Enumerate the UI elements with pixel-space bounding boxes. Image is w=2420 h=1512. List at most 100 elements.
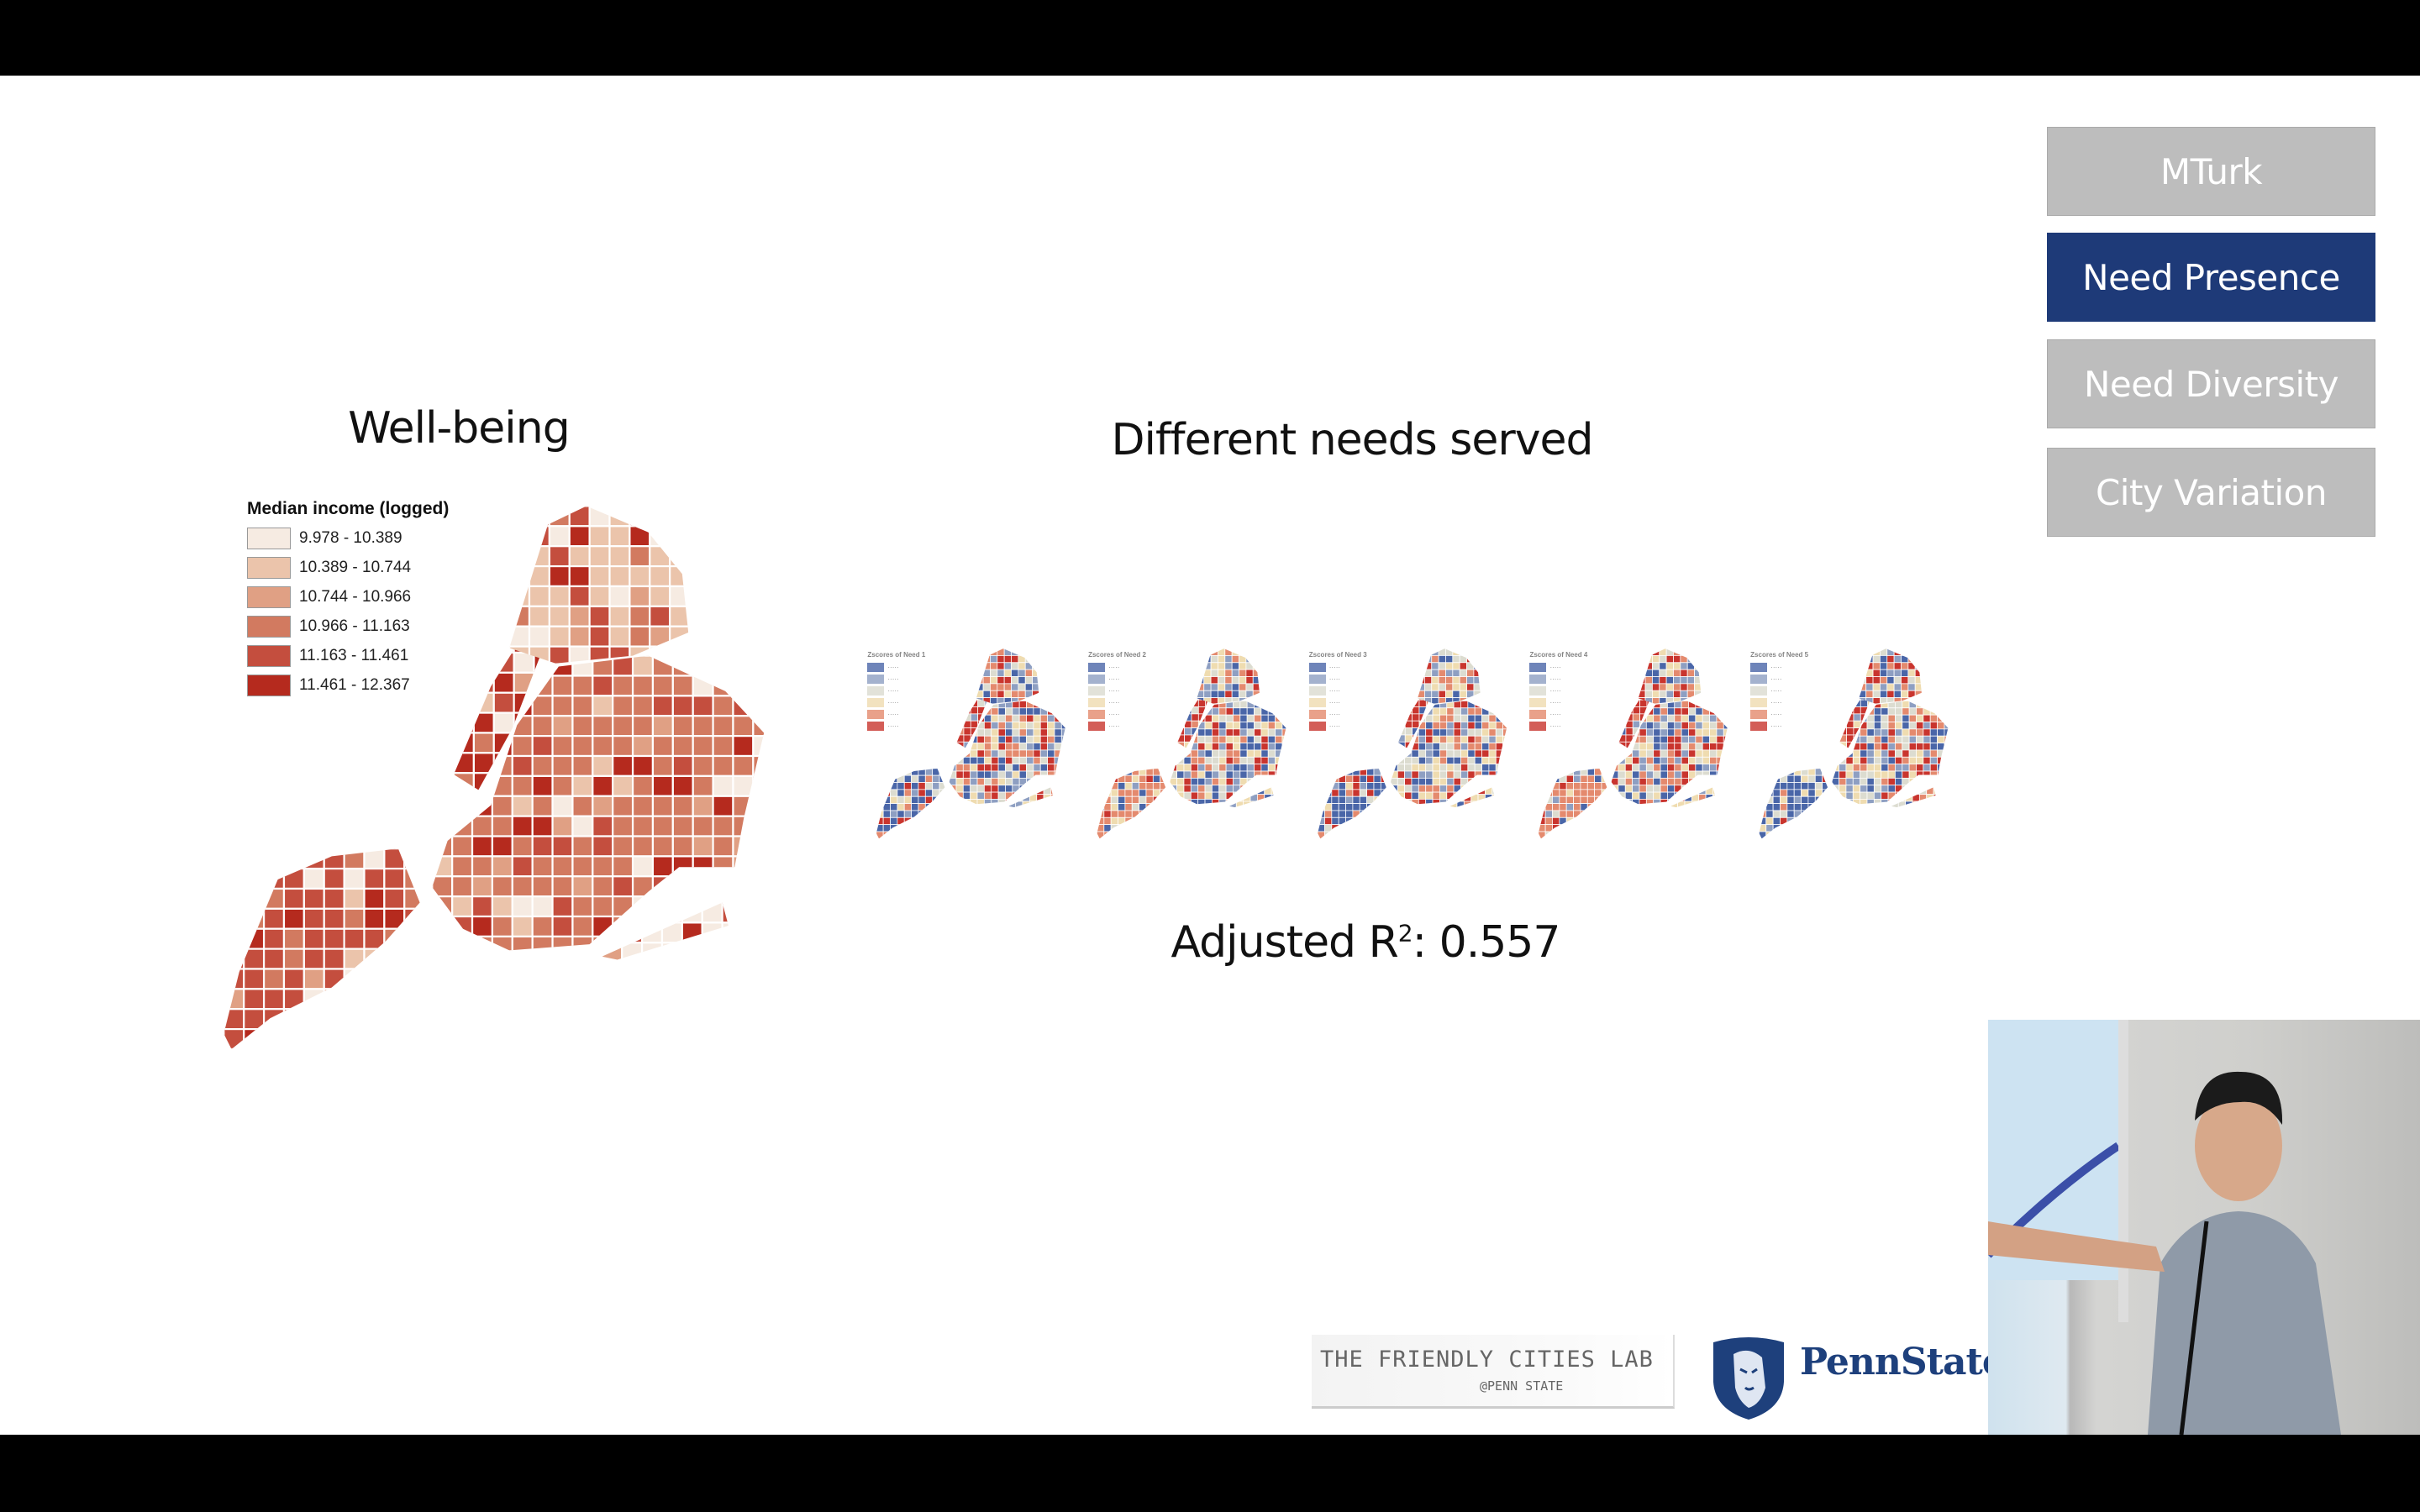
tract [383, 867, 406, 890]
tract [997, 707, 1006, 716]
tract [1145, 782, 1154, 790]
tract [1380, 768, 1386, 776]
tract [1103, 831, 1112, 839]
tract [977, 699, 986, 707]
tract [224, 848, 245, 870]
tract [1012, 764, 1020, 772]
tract [1033, 735, 1041, 743]
nav-need-presence[interactable]: Need Presence [2047, 233, 2375, 322]
nav-mturk[interactable]: MTurk [2047, 127, 2375, 216]
tract [1632, 692, 1641, 701]
tract [1865, 648, 1874, 656]
tract [1832, 749, 1839, 758]
tract [1565, 795, 1574, 804]
tract [1723, 749, 1728, 758]
tract [1331, 831, 1339, 839]
tract [1937, 722, 1945, 730]
tract [712, 695, 734, 717]
tract [1018, 743, 1027, 751]
tract [1467, 707, 1476, 716]
tract [956, 699, 965, 707]
tract [571, 695, 594, 717]
tract [302, 968, 325, 990]
tract [949, 722, 957, 730]
tract [1645, 764, 1655, 772]
tract [976, 799, 985, 805]
tract [1698, 801, 1707, 808]
tract [1923, 714, 1931, 722]
tract [1839, 714, 1847, 722]
tract [1424, 662, 1433, 670]
tract [1260, 728, 1269, 737]
tract [1839, 741, 1847, 748]
tract [1625, 713, 1634, 722]
tract [1439, 722, 1448, 730]
tract [1611, 764, 1619, 772]
tract [1660, 728, 1668, 737]
tract [282, 988, 305, 1011]
tract [1822, 810, 1828, 818]
tract [1907, 676, 1916, 685]
tract [1026, 756, 1034, 765]
tract [1170, 756, 1177, 765]
tract [323, 968, 345, 990]
tract [1257, 801, 1265, 808]
nav-city-variation[interactable]: City Variation [2047, 448, 2375, 537]
tract [1625, 699, 1634, 707]
tract [1254, 707, 1262, 716]
tract [1625, 734, 1634, 743]
tract [1152, 810, 1161, 818]
tract [1466, 655, 1475, 664]
tract [1033, 785, 1041, 793]
tract [1418, 749, 1427, 758]
tract [1012, 749, 1020, 758]
tract [1452, 648, 1460, 656]
tract [1759, 795, 1767, 804]
tract [1652, 697, 1660, 704]
tract [1688, 785, 1697, 793]
tract [1907, 648, 1916, 656]
tract [752, 695, 765, 717]
tract [1212, 791, 1220, 800]
tract [1611, 722, 1619, 730]
tract [363, 968, 386, 990]
tract [1895, 714, 1903, 722]
tract [1445, 683, 1454, 691]
tract [983, 764, 992, 772]
tract [1684, 801, 1692, 808]
tract [1645, 743, 1655, 751]
tract [1190, 749, 1199, 758]
tract [262, 907, 286, 930]
legend-swatch [247, 675, 291, 696]
tract [1944, 785, 1949, 793]
tract [1246, 756, 1255, 765]
tract [1267, 714, 1276, 722]
tract [302, 1028, 325, 1049]
tract [343, 848, 366, 870]
tract [1652, 648, 1660, 656]
tract [1103, 816, 1112, 826]
tract [732, 835, 755, 858]
tract [1801, 782, 1809, 790]
tract [1926, 801, 1934, 808]
tract [1252, 676, 1260, 685]
tract [1390, 714, 1398, 722]
tract [692, 935, 714, 951]
tract [962, 756, 971, 765]
tract [1118, 803, 1126, 811]
tract [1681, 701, 1689, 709]
tract [1032, 683, 1039, 691]
tract [1552, 824, 1560, 832]
tract [956, 713, 965, 722]
tract [983, 756, 992, 765]
tract [1491, 801, 1495, 808]
nav-need-diversity[interactable]: Need Diversity [2047, 339, 2375, 428]
tract [1254, 728, 1262, 737]
tract [1688, 770, 1697, 779]
tract [1902, 770, 1910, 779]
tract [588, 506, 611, 528]
tract [1218, 770, 1227, 779]
tract [1618, 764, 1626, 772]
tract [1139, 803, 1147, 811]
tract [1390, 799, 1398, 805]
